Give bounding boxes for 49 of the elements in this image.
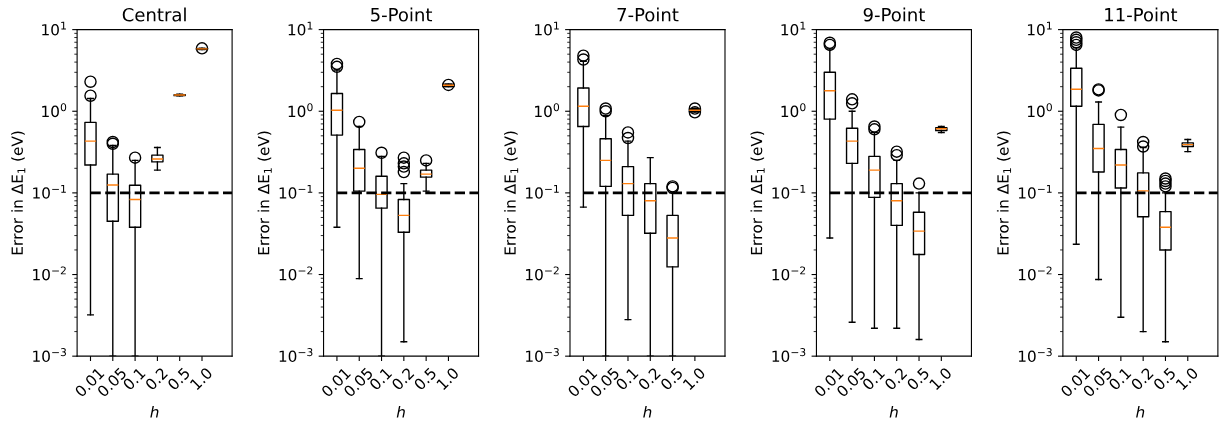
- y-tick-label: 10$^{−2}$: [526, 266, 559, 281]
- x-tick-label: 0.5: [906, 367, 930, 391]
- y-tick-label: 10$^{0}$: [535, 103, 560, 118]
- y-tick-label: 10$^{−3}$: [526, 348, 559, 363]
- y-tick-label: 10$^{−3}$: [33, 348, 66, 363]
- x-tick-label: 1.0: [189, 366, 214, 391]
- x-tick-label: 1.0: [436, 366, 460, 391]
- y-tick-label: 10$^{−2}$: [1018, 266, 1052, 281]
- chart-title: 5-Point: [371, 7, 433, 22]
- y-axis-title: Error in ΔE$_{1}$ (eV): [996, 131, 1012, 255]
- x-tick-label: 0.2: [637, 367, 661, 391]
- y-axis-title: Error in ΔE$_{1}$ (eV): [750, 131, 765, 255]
- y-tick-label: 10$^{−2}$: [279, 266, 313, 281]
- y-tick-label: 10$^{0}$: [288, 103, 313, 118]
- y-tick-label: 10$^{0}$: [42, 103, 67, 118]
- x-axis-title: h: [889, 405, 898, 418]
- y-tick-label: 10$^{−3}$: [279, 348, 313, 363]
- x-tick-label: 0.5: [413, 367, 437, 391]
- x-axis-title: h: [150, 405, 159, 418]
- y-tick-label: 10$^{1}$: [42, 21, 66, 36]
- chart-title: 9-Point: [863, 7, 925, 22]
- y-axis-title: Error in ΔE$_{1}$ (eV): [257, 131, 272, 255]
- chart-title: 7-Point: [617, 7, 679, 22]
- y-tick-label: 10$^{−1}$: [1018, 184, 1052, 199]
- y-tick-label: 10$^{−1}$: [33, 184, 66, 199]
- x-tick-label: 1.0: [928, 366, 953, 391]
- x-axis-title: h: [643, 405, 652, 418]
- x-axis-title: h: [1136, 405, 1145, 418]
- chart-title: 11-Point: [1105, 7, 1178, 22]
- y-tick-label: 10$^{−2}$: [33, 266, 66, 281]
- y-tick-label: 10$^{1}$: [288, 21, 313, 36]
- chart-title: Central: [122, 7, 186, 22]
- y-tick-label: 10$^{−1}$: [772, 184, 806, 199]
- y-tick-label: 10$^{1}$: [535, 21, 559, 36]
- x-tick-label: 1.0: [682, 366, 706, 391]
- y-tick-label: 10$^{−3}$: [1018, 348, 1052, 363]
- y-tick-label: 10$^{−3}$: [772, 348, 806, 363]
- x-tick-label: 0.2: [1130, 367, 1154, 391]
- y-axis-title: Error in ΔE$_{1}$ (eV): [11, 131, 26, 255]
- y-axis-title: Error in ΔE$_{1}$ (eV): [504, 131, 519, 255]
- y-tick-label: 10$^{1}$: [1027, 21, 1052, 36]
- x-tick-label: 1.0: [1175, 366, 1199, 391]
- y-tick-label: 10$^{1}$: [781, 21, 806, 36]
- y-tick-label: 10$^{0}$: [1027, 103, 1052, 118]
- y-tick-label: 10$^{−1}$: [279, 184, 313, 199]
- x-axis-title: h: [396, 405, 405, 418]
- y-tick-label: 10$^{−1}$: [526, 184, 559, 199]
- y-tick-label: 10$^{0}$: [781, 103, 806, 118]
- y-tick-label: 10$^{−2}$: [772, 266, 806, 281]
